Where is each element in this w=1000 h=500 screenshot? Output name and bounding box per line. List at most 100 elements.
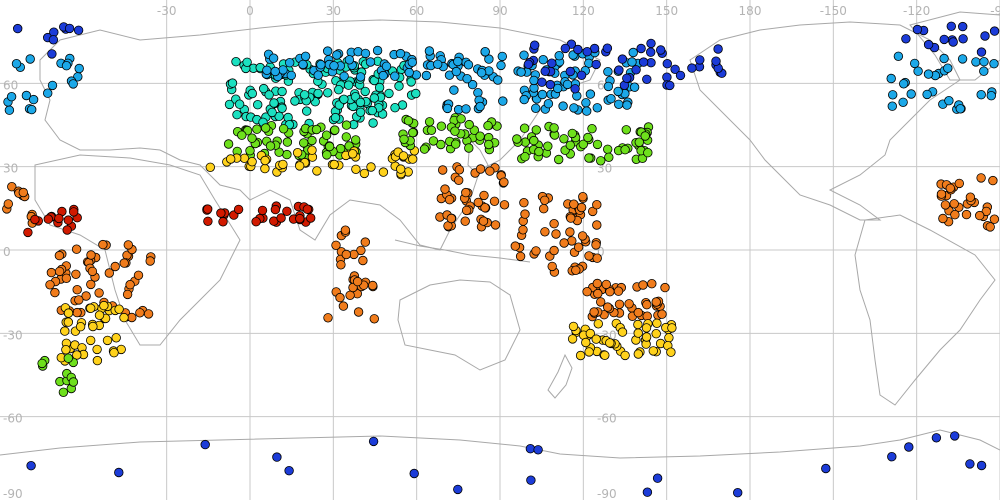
station-marker bbox=[633, 328, 643, 338]
station-marker bbox=[531, 125, 542, 135]
station-marker bbox=[233, 204, 244, 215]
station-marker bbox=[950, 431, 960, 441]
station-marker bbox=[578, 139, 589, 150]
station-marker bbox=[906, 89, 916, 99]
station-marker bbox=[313, 88, 323, 99]
station-marker bbox=[641, 332, 652, 342]
station-marker bbox=[252, 124, 262, 134]
station-marker bbox=[473, 197, 484, 208]
station-marker bbox=[324, 141, 335, 152]
station-marker bbox=[224, 99, 235, 110]
station-marker bbox=[75, 322, 86, 332]
station-marker bbox=[237, 130, 247, 140]
station-marker bbox=[603, 81, 614, 92]
station-marker bbox=[390, 102, 400, 113]
station-marker bbox=[205, 162, 216, 173]
station-marker bbox=[411, 88, 421, 99]
station-marker bbox=[408, 154, 418, 164]
station-marker bbox=[123, 240, 134, 250]
station-marker bbox=[450, 126, 460, 136]
station-marker bbox=[135, 308, 145, 318]
station-marker bbox=[72, 307, 82, 318]
station-marker bbox=[596, 156, 606, 166]
station-marker bbox=[372, 45, 383, 56]
station-marker bbox=[298, 59, 308, 70]
station-marker bbox=[58, 387, 69, 398]
station-marker bbox=[384, 88, 394, 99]
station-marker bbox=[559, 134, 569, 144]
station-marker bbox=[955, 104, 966, 114]
station-marker bbox=[985, 222, 995, 232]
station-marker bbox=[600, 350, 610, 361]
station-marker bbox=[530, 40, 540, 50]
station-marker bbox=[451, 139, 461, 149]
station-marker bbox=[259, 83, 269, 94]
station-marker bbox=[68, 207, 79, 217]
station-marker bbox=[369, 93, 380, 103]
station-marker bbox=[61, 60, 72, 71]
station-marker bbox=[614, 65, 624, 75]
station-marker bbox=[265, 141, 276, 151]
latitude-label: 0 bbox=[3, 245, 11, 259]
station-marker bbox=[948, 37, 958, 47]
station-marker bbox=[323, 88, 333, 98]
station-marker bbox=[950, 209, 960, 220]
station-marker bbox=[496, 60, 506, 71]
station-marker bbox=[436, 139, 446, 150]
station-marker bbox=[360, 48, 371, 59]
station-marker bbox=[419, 144, 430, 154]
station-marker bbox=[593, 288, 603, 299]
station-marker bbox=[449, 85, 459, 95]
station-marker bbox=[606, 93, 616, 104]
station-marker bbox=[614, 299, 625, 310]
station-marker bbox=[403, 115, 414, 126]
station-marker bbox=[484, 139, 494, 150]
station-marker bbox=[119, 312, 129, 323]
station-marker bbox=[334, 84, 344, 95]
station-marker bbox=[975, 210, 985, 221]
station-marker bbox=[554, 51, 564, 61]
station-marker bbox=[295, 213, 305, 224]
station-marker bbox=[282, 137, 293, 147]
station-marker bbox=[570, 84, 580, 94]
station-marker bbox=[568, 321, 579, 332]
station-marker bbox=[675, 70, 686, 81]
station-marker bbox=[54, 213, 64, 224]
station-marker bbox=[605, 338, 615, 348]
station-marker bbox=[74, 295, 84, 305]
station-marker bbox=[247, 133, 257, 143]
station-marker bbox=[584, 153, 594, 163]
station-marker bbox=[464, 119, 474, 130]
station-marker bbox=[931, 433, 942, 443]
station-marker bbox=[480, 202, 490, 213]
station-marker bbox=[381, 61, 392, 72]
station-marker bbox=[624, 299, 634, 309]
station-marker bbox=[6, 91, 17, 102]
station-marker bbox=[543, 98, 554, 109]
coast-australia bbox=[397, 279, 521, 371]
station-marker bbox=[540, 195, 550, 206]
station-marker bbox=[589, 307, 599, 317]
station-marker bbox=[339, 71, 349, 82]
station-marker bbox=[85, 335, 96, 346]
station-marker bbox=[642, 300, 652, 310]
station-marker bbox=[202, 204, 213, 214]
station-marker bbox=[913, 66, 923, 76]
station-marker bbox=[68, 79, 78, 89]
station-marker bbox=[965, 459, 975, 469]
station-marker bbox=[270, 204, 281, 215]
station-marker bbox=[922, 89, 932, 100]
station-marker bbox=[667, 323, 677, 333]
station-marker bbox=[247, 156, 257, 167]
station-marker bbox=[7, 181, 17, 192]
station-marker bbox=[312, 166, 322, 176]
station-marker bbox=[227, 78, 238, 88]
station-marker bbox=[648, 346, 659, 356]
station-marker bbox=[566, 213, 576, 223]
station-marker bbox=[64, 23, 75, 34]
station-marker bbox=[979, 66, 989, 76]
station-marker bbox=[322, 150, 332, 160]
station-marker bbox=[475, 164, 486, 174]
station-marker bbox=[662, 59, 673, 69]
